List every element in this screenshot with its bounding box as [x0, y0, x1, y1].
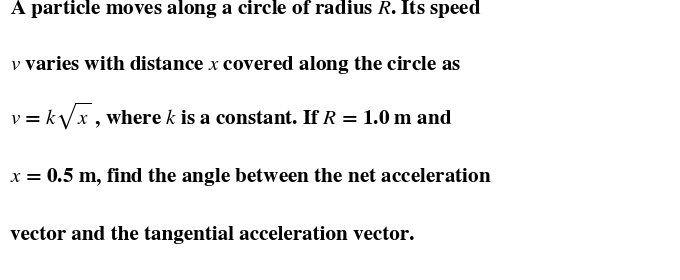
Text: $v$ = $k\sqrt{x}$ , where $k$ is a constant. If $R$ = 1.0 m and: $v$ = $k\sqrt{x}$ , where $k$ is a const… [10, 101, 453, 132]
Text: $v$ varies with distance $x$ covered along the circle as: $v$ varies with distance $x$ covered alo… [10, 53, 462, 76]
Text: A particle moves along a circle of radius $R$. Its speed: A particle moves along a circle of radiu… [10, 0, 481, 20]
Text: $x$ = 0.5 m, find the angle between the net acceleration: $x$ = 0.5 m, find the angle between the … [10, 165, 492, 188]
Text: vector and the tangential acceleration vector.: vector and the tangential acceleration v… [10, 226, 415, 244]
